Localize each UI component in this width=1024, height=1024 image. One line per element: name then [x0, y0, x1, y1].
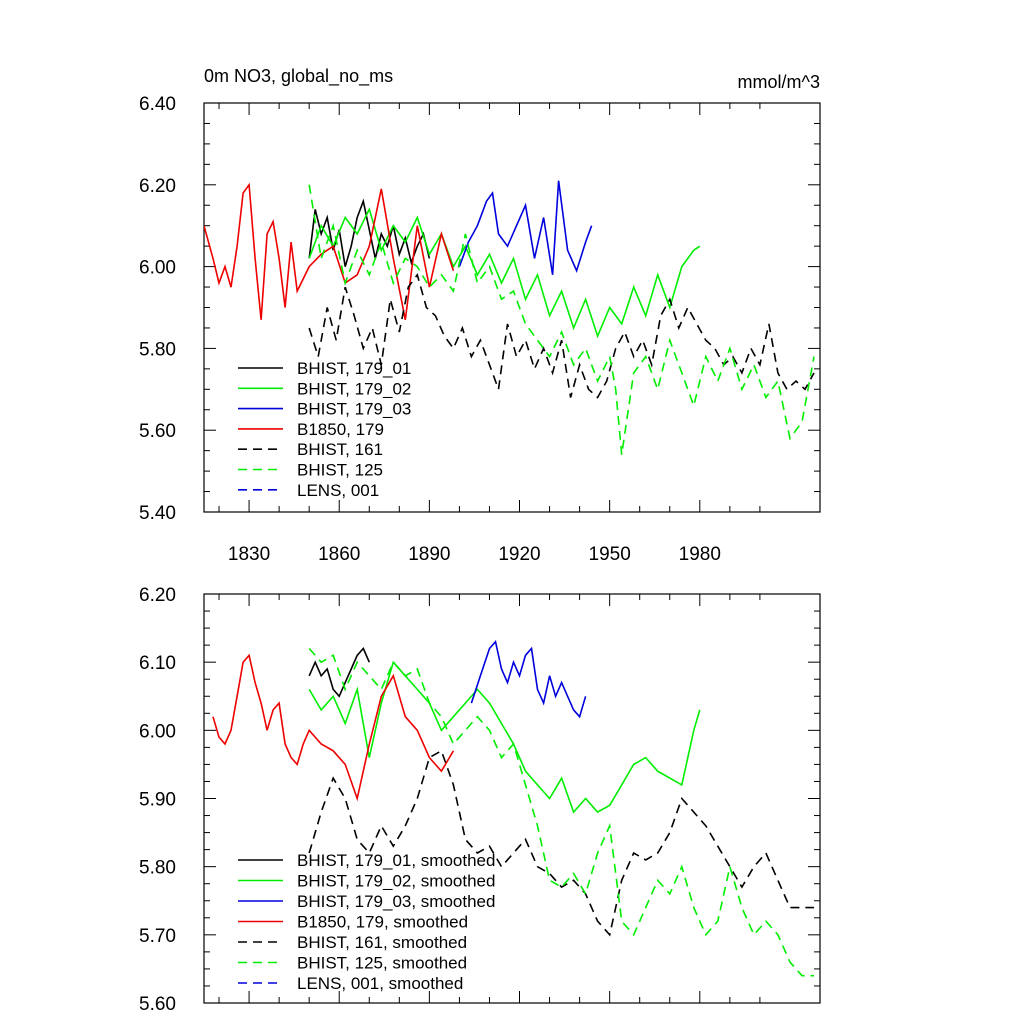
series-line — [470, 639, 587, 719]
x-tick-label: 1950 — [589, 544, 631, 565]
x-tick-label: 1920 — [498, 544, 540, 565]
y-tick-label: 6.10 — [139, 653, 176, 674]
series-line — [308, 207, 701, 339]
legend-label: BHIST, 161, smoothed — [297, 933, 467, 952]
series-line — [308, 660, 701, 814]
x-tick-label: 1860 — [318, 544, 360, 565]
series-line — [212, 653, 455, 802]
x-tick-label: 1830 — [228, 544, 270, 565]
series-line — [308, 749, 814, 937]
legend-label: BHIST, 179_01, smoothed — [297, 851, 495, 870]
y-tick-label: 6.20 — [139, 585, 176, 606]
chart-bottom-panel: 5.60 5.70 5.80 5.90 6.00 6.10 6.20 BHIST, 179_0… — [139, 585, 821, 1015]
legend-label: BHIST, 125, smoothed — [297, 954, 467, 973]
series-line — [458, 180, 593, 275]
legend-label: LENS, 001, smoothed — [297, 974, 463, 993]
legend-label: BHIST, 179_03, smoothed — [297, 892, 495, 911]
legend: BHIST, 179_01, smoothed BHIST, 179_02, sm… — [238, 851, 495, 993]
legend-label: B1850, 179 — [297, 420, 384, 439]
series-line — [308, 198, 431, 267]
units-label: mmol/m^3 — [738, 72, 820, 92]
legend-label: LENS, 001 — [297, 481, 379, 500]
series-line — [308, 272, 815, 399]
chart-top-panel: 5.40 5.60 5.80 6.00 6.20 6.40 1830 1860 1890 1920… — [139, 66, 821, 565]
y-tick-label: 6.20 — [139, 176, 176, 197]
y-tick-label: 6.40 — [139, 94, 176, 115]
series-line — [204, 182, 455, 320]
series-line — [308, 647, 371, 698]
x-tick-label: 1980 — [679, 544, 721, 565]
legend-label: BHIST, 125 — [297, 461, 383, 480]
y-tick-label: 5.80 — [139, 858, 176, 879]
legend-label: BHIST, 179_01 — [297, 359, 411, 378]
x-tick-label: 1890 — [408, 544, 450, 565]
y-tick-label: 5.70 — [139, 926, 176, 947]
legend-label: BHIST, 179_02 — [297, 379, 411, 398]
y-tick-label: 5.90 — [139, 790, 176, 811]
chart-title: 0m NO3, global_no_ms — [204, 66, 393, 87]
legend-label: BHIST, 179_03 — [297, 400, 411, 419]
y-tick-label: 5.60 — [139, 421, 176, 442]
y-tick-label: 6.00 — [139, 721, 176, 742]
y-tick-label: 5.60 — [139, 994, 176, 1015]
y-tick-label: 6.00 — [139, 258, 176, 279]
y-tick-label: 5.80 — [139, 339, 176, 360]
legend-label: B1850, 179, smoothed — [297, 913, 468, 932]
series-line — [308, 184, 815, 455]
legend-label: BHIST, 161 — [297, 440, 383, 459]
legend-label: BHIST, 179_02, smoothed — [297, 872, 495, 891]
y-tick-label: 5.40 — [139, 503, 176, 524]
